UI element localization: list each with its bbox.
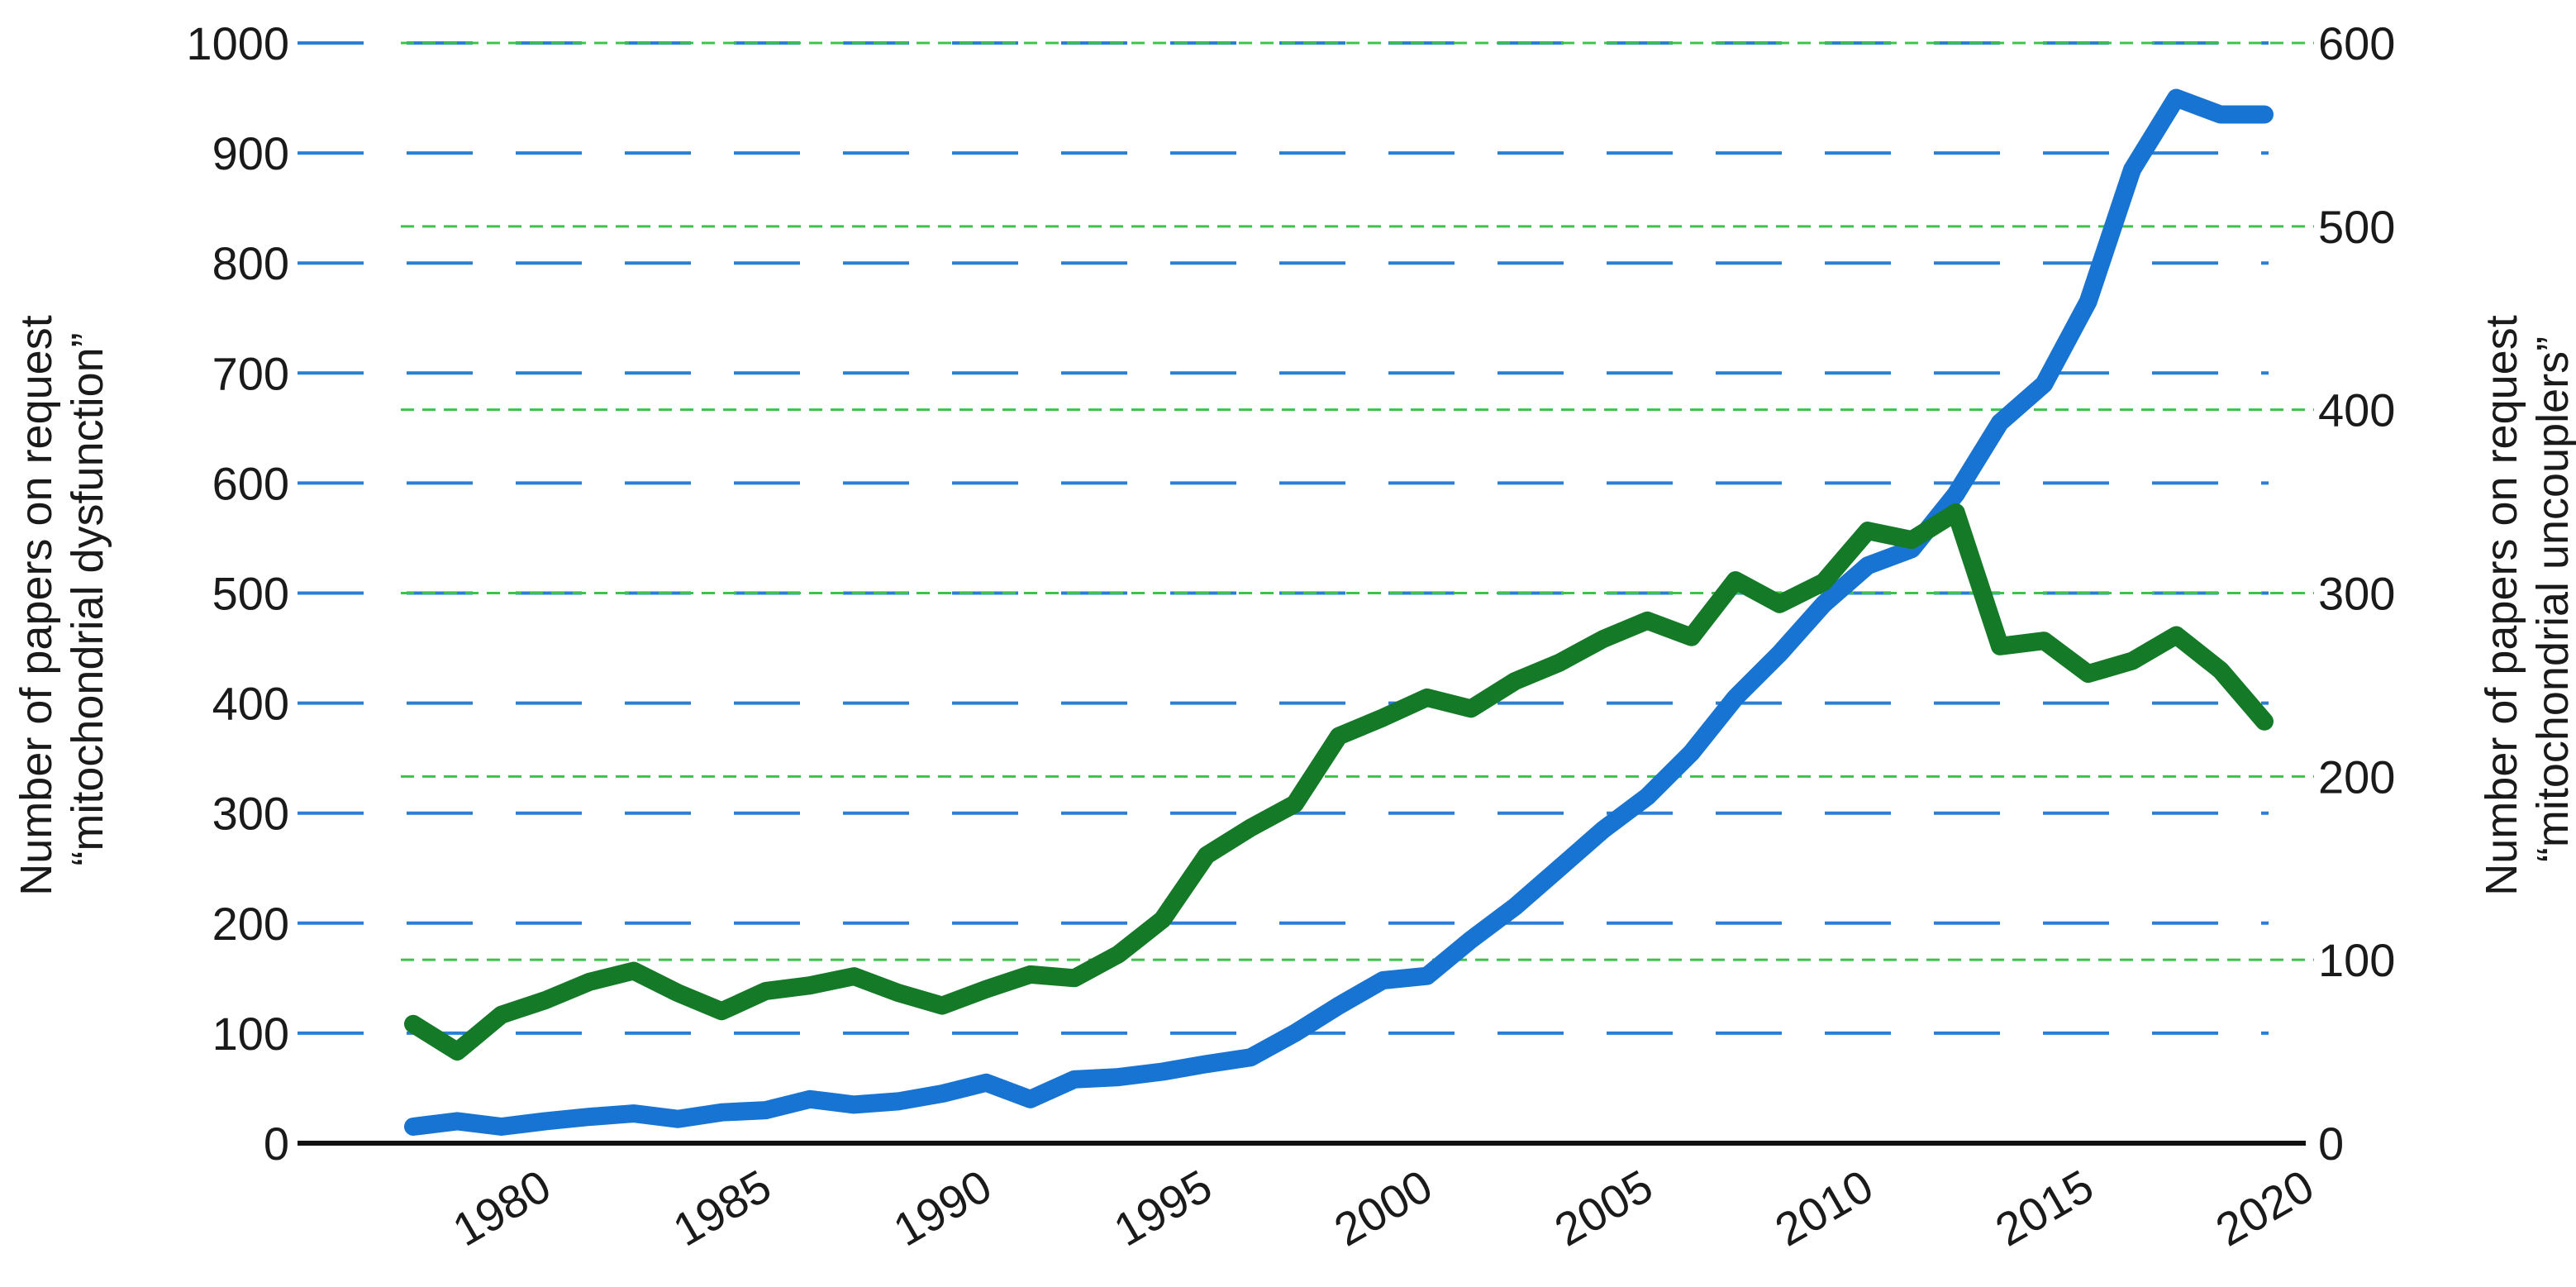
left-tick-label: 100 (212, 1008, 289, 1060)
left-tick-label: 0 (264, 1118, 289, 1170)
left-tick-label: 800 (212, 237, 289, 289)
x-tick-label: 2000 (1326, 1160, 1440, 1256)
left-tick-label: 1000 (186, 17, 289, 69)
x-tick-label: 1995 (1105, 1160, 1220, 1256)
gridlines (298, 41, 2314, 1035)
right-axis-title-line2: “mitochondrial uncouplers” (2528, 336, 2576, 862)
series (404, 88, 2274, 1136)
x-tick-label: 1985 (664, 1160, 779, 1256)
x-axis-ticks: 1980 1985 1990 1995 2000 2005 2010 2015 2020 (444, 1160, 2322, 1256)
right-tick-label: 600 (2318, 17, 2395, 69)
right-tick-label: 0 (2318, 1118, 2344, 1170)
right-tick-label: 300 (2318, 568, 2395, 620)
right-tick-label: 400 (2318, 384, 2395, 436)
left-tick-label: 500 (212, 568, 289, 620)
x-tick-label: 2020 (2207, 1160, 2322, 1256)
left-axis-ticks: 0 100 200 300 400 500 600 700 800 900 1000 (186, 17, 289, 1170)
right-tick-label: 500 (2318, 201, 2395, 253)
left-axis-title: Number of papers on request “mitochondri… (12, 303, 112, 895)
right-tick-label: 200 (2318, 751, 2395, 803)
left-axis-title-line2: “mitochondrial dysfunction” (63, 332, 112, 865)
x-tick-label: 2005 (1546, 1160, 1661, 1256)
x-tick-label: 2010 (1766, 1160, 1881, 1256)
left-axis-title-line1: Number of papers on request (12, 315, 61, 895)
left-tick-label: 300 (212, 788, 289, 840)
left-tick-label: 400 (212, 678, 289, 730)
x-tick-label: 1980 (444, 1160, 559, 1256)
left-tick-label: 700 (212, 347, 289, 399)
x-tick-label: 1990 (885, 1160, 1000, 1256)
x-tick-label: 2015 (1987, 1160, 2102, 1256)
left-tick-label: 900 (212, 127, 289, 179)
right-tick-label: 100 (2318, 934, 2395, 986)
left-tick-label: 600 (212, 457, 289, 509)
dysfunction-series-line (404, 88, 2274, 1136)
uncouplers-series-line (404, 503, 2274, 1061)
right-axis-title: Number of papers on request “mitochondri… (2477, 303, 2576, 895)
right-axis-title-line1: Number of papers on request (2477, 315, 2526, 895)
right-axis-ticks: 0 100 200 300 400 500 600 (2318, 17, 2395, 1170)
left-tick-label: 200 (212, 898, 289, 950)
